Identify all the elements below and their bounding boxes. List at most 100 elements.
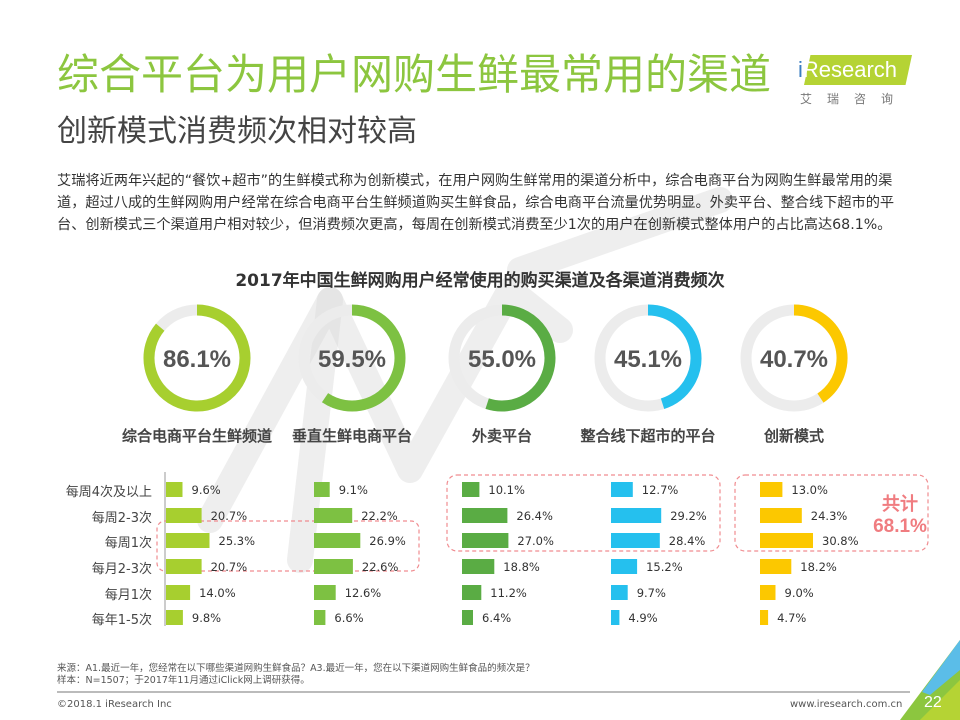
donut-arc bbox=[321, 304, 406, 412]
donut-label: 外卖平台 bbox=[471, 427, 532, 445]
total-value: 68.1% bbox=[873, 516, 927, 537]
bar bbox=[760, 585, 776, 600]
bar bbox=[314, 482, 330, 497]
bar-value-label: 24.3% bbox=[811, 509, 848, 523]
bar bbox=[314, 559, 353, 574]
row-label: 每周4次及以上 bbox=[65, 485, 152, 500]
page-subtitle: 创新模式消费频次相对较高 bbox=[57, 114, 417, 149]
bar-value-label: 30.8% bbox=[822, 534, 859, 548]
row-label: 每月1次 bbox=[104, 588, 152, 603]
copyright: ©2018.1 iResearch Inc bbox=[57, 699, 172, 710]
donut-arc bbox=[143, 304, 251, 412]
logo-background bbox=[804, 55, 912, 85]
bar bbox=[314, 533, 361, 548]
sample-text: 样本：N=1507；于2017年11月通过iClick网上调研获得。 bbox=[57, 675, 310, 686]
bar-value-label: 15.2% bbox=[646, 560, 683, 574]
bar bbox=[462, 508, 508, 523]
corner-decoration bbox=[900, 640, 960, 720]
bar-value-label: 20.7% bbox=[211, 509, 248, 523]
bar bbox=[611, 610, 620, 625]
bar-value-label: 13.0% bbox=[791, 483, 828, 497]
highlight-box-innovation bbox=[734, 474, 929, 552]
bar-value-label: 28.4% bbox=[669, 534, 706, 548]
bar-value-label: 18.2% bbox=[800, 560, 837, 574]
source-note: 来源：A1.最近一年，您经常在以下哪些渠道网购生鲜食品？A3.最近一年，您在以下… bbox=[57, 663, 535, 687]
bar bbox=[611, 533, 660, 548]
iresearch-logo: iResearch 艾瑞咨询 bbox=[792, 50, 912, 112]
donut-label: 创新模式 bbox=[763, 427, 824, 445]
bar-value-label: 4.9% bbox=[628, 611, 657, 625]
bar bbox=[611, 559, 638, 574]
donut-value-label: 59.5% bbox=[318, 346, 386, 373]
bar bbox=[760, 508, 802, 523]
total-label: 共计 bbox=[882, 494, 918, 515]
frequency-bar-chart: 9.6% 20.7% 25.3% 20.7% 14.0% 9.8% 9.1% 22.2% 26.… bbox=[156, 472, 929, 626]
bar-value-label: 25.3% bbox=[219, 534, 256, 548]
bar-value-label: 12.6% bbox=[345, 586, 382, 600]
bar-value-label: 18.8% bbox=[503, 560, 540, 574]
bar-value-label: 27.0% bbox=[517, 534, 554, 548]
bar bbox=[314, 585, 336, 600]
bar bbox=[166, 533, 210, 548]
logo-brand-rest: Research bbox=[802, 57, 898, 82]
bar bbox=[760, 610, 769, 625]
donut-value-label: 86.1% bbox=[163, 346, 231, 373]
bar bbox=[462, 610, 473, 625]
bar-value-label: 12.7% bbox=[642, 483, 679, 497]
bar bbox=[611, 585, 628, 600]
bar-value-label: 6.6% bbox=[334, 611, 363, 625]
donut-value-label: 40.7% bbox=[760, 346, 828, 373]
row-label: 每周2-3次 bbox=[91, 511, 152, 526]
row-label: 每年1-5次 bbox=[91, 613, 152, 628]
bar-value-label: 6.4% bbox=[482, 611, 511, 625]
bar bbox=[166, 585, 191, 600]
highlight-box-weekly bbox=[446, 474, 721, 552]
bar-value-label: 29.2% bbox=[670, 509, 707, 523]
total-annotation: 共计 68.1% bbox=[855, 494, 945, 538]
bar-value-label: 10.1% bbox=[488, 483, 525, 497]
bar bbox=[462, 559, 495, 574]
bar-value-label: 26.4% bbox=[516, 509, 553, 523]
donut-chart: 86.1% 59.5% 55.0% 45.1% 40.7% bbox=[143, 304, 848, 412]
donut-arc bbox=[793, 304, 848, 403]
bar bbox=[462, 533, 509, 548]
bar bbox=[611, 508, 662, 523]
bar-value-label: 9.6% bbox=[192, 483, 221, 497]
bar-value-label: 22.2% bbox=[361, 509, 398, 523]
logo-brand-i: i bbox=[798, 57, 803, 82]
donut-label: 垂直生鲜电商平台 bbox=[291, 427, 412, 445]
bar-value-label: 26.9% bbox=[369, 534, 406, 548]
bar-value-label: 4.7% bbox=[777, 611, 806, 625]
donut-arc bbox=[647, 304, 702, 409]
bar bbox=[760, 482, 783, 497]
donut-label: 整合线下超市的平台 bbox=[580, 427, 716, 445]
bar-value-label: 22.6% bbox=[362, 560, 399, 574]
bar-value-label: 11.2% bbox=[490, 586, 527, 600]
row-label: 每月2-3次 bbox=[91, 562, 152, 577]
bar bbox=[166, 610, 183, 625]
bar bbox=[314, 508, 353, 523]
source-text: 来源：A1.最近一年，您经常在以下哪些渠道网购生鲜食品？A3.最近一年，您在以下… bbox=[57, 663, 535, 674]
highlight-box-weekly-monthly bbox=[156, 520, 420, 572]
bar-value-label: 20.7% bbox=[211, 560, 248, 574]
website-link[interactable]: www.iresearch.com.cn bbox=[790, 699, 903, 710]
logo-chinese: 艾瑞咨询 bbox=[800, 92, 909, 106]
page-title: 综合平台为用户网购生鲜最常用的渠道 bbox=[57, 50, 772, 99]
page-number: 22 bbox=[924, 694, 942, 711]
intro-paragraph: 艾瑞将近两年兴起的“餐饮+超市”的生鲜模式称为创新模式，在用户网购生鲜常用的渠道… bbox=[57, 173, 895, 233]
bar-value-label: 9.0% bbox=[785, 586, 814, 600]
bar bbox=[462, 585, 482, 600]
chart-title: 2017年中国生鲜网购用户经常使用的购买渠道及各渠道消费频次 bbox=[235, 271, 725, 291]
bar bbox=[166, 508, 202, 523]
bar-value-label: 9.1% bbox=[339, 483, 368, 497]
bar bbox=[760, 559, 792, 574]
bar bbox=[611, 482, 633, 497]
bar bbox=[462, 482, 480, 497]
donut-label: 综合电商平台生鲜频道 bbox=[121, 427, 272, 445]
bar-value-label: 14.0% bbox=[199, 586, 236, 600]
footer-divider bbox=[57, 691, 910, 693]
donut-arc bbox=[485, 304, 556, 412]
logo-brand: iResearch bbox=[798, 55, 897, 85]
bar-value-label: 9.7% bbox=[637, 586, 666, 600]
bar bbox=[166, 482, 183, 497]
